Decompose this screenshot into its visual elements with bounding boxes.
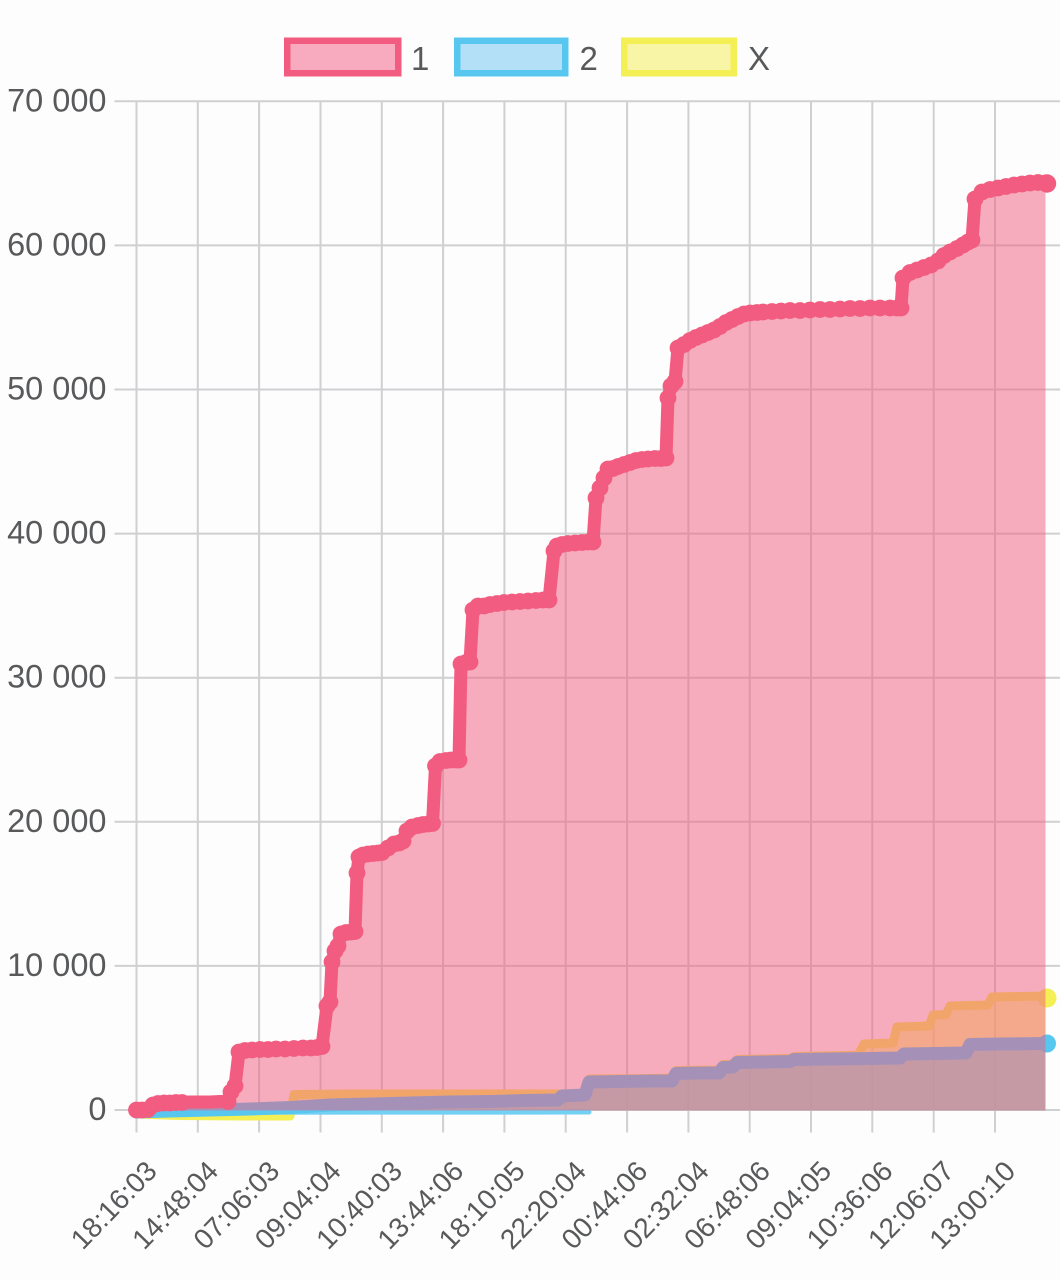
svg-text:40 000: 40 000	[7, 515, 106, 551]
svg-text:1: 1	[411, 40, 429, 77]
svg-text:30 000: 30 000	[7, 659, 106, 695]
svg-text:10 000: 10 000	[7, 947, 106, 983]
svg-text:70 000: 70 000	[7, 82, 106, 118]
svg-text:0: 0	[88, 1091, 106, 1127]
svg-text:X: X	[748, 40, 770, 77]
svg-text:60 000: 60 000	[7, 226, 106, 262]
svg-text:2: 2	[580, 40, 598, 77]
svg-text:50 000: 50 000	[7, 371, 106, 407]
svg-text:20 000: 20 000	[7, 803, 106, 839]
